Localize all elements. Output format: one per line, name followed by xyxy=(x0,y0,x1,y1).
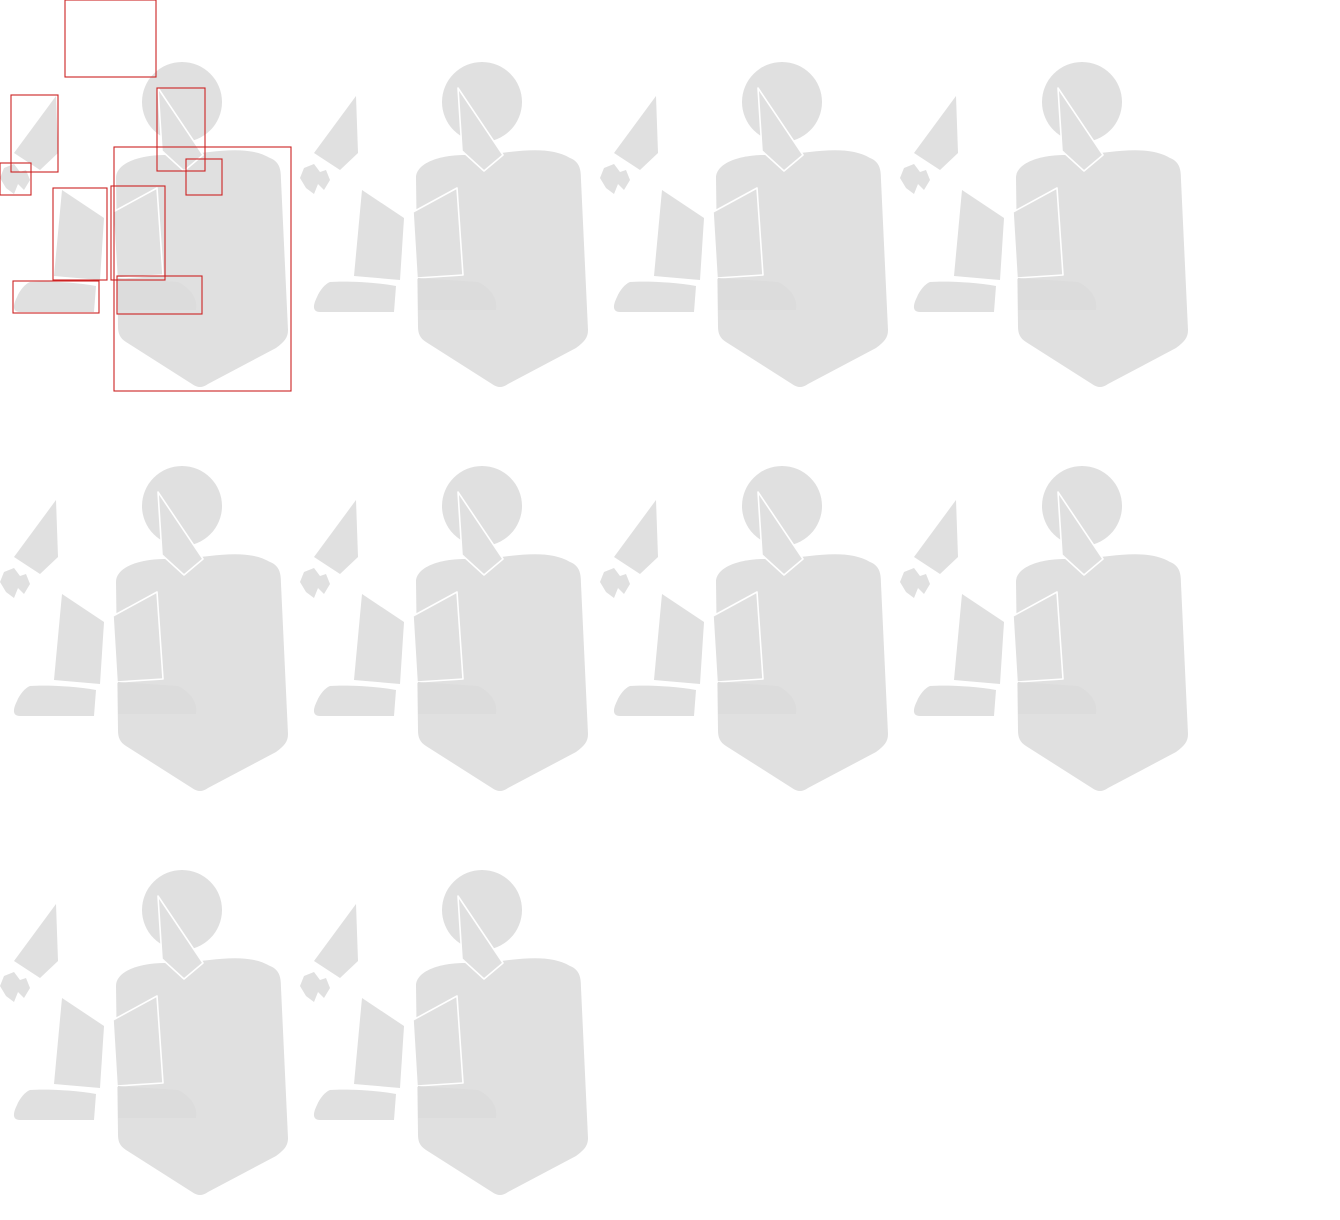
sprite-frame-6 xyxy=(299,465,589,792)
sprite-frame-3 xyxy=(599,61,889,388)
sprite-frame-8 xyxy=(899,465,1189,792)
sprite-frame-1 xyxy=(0,0,292,392)
sprite-frame-10 xyxy=(299,869,589,1196)
sprite-frame-2 xyxy=(299,61,589,388)
sprite-frame-9 xyxy=(0,869,289,1196)
sprite-frame-4 xyxy=(899,61,1189,388)
sprite-frame-5 xyxy=(0,465,289,792)
hitbox-overlay xyxy=(0,0,292,392)
sprite-frame-7 xyxy=(599,465,889,792)
